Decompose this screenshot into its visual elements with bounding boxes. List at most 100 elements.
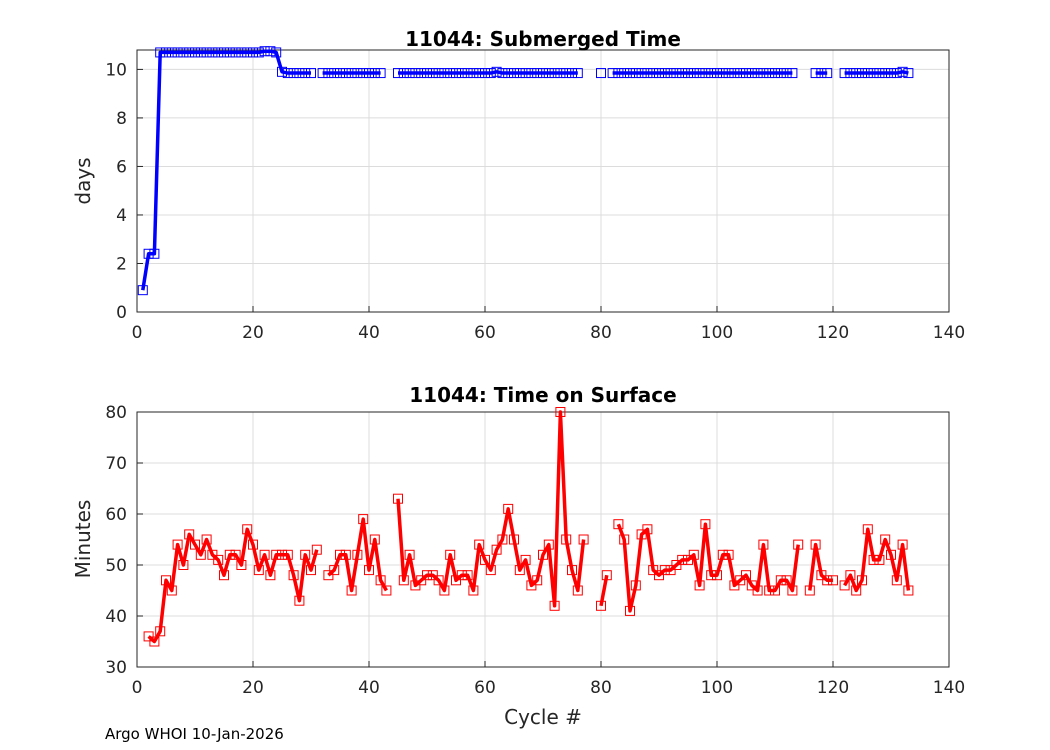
surface-time-data-point (410, 580, 421, 591)
surface-time-data-point (456, 570, 467, 581)
surface-time-data-point (671, 560, 682, 570)
surface-time-xtick-label: 20 (242, 678, 264, 698)
submerged-time-data-point (741, 68, 751, 79)
submerged-time-data-point (161, 47, 171, 58)
surface-time-data-point (857, 575, 867, 586)
surface-time-data-point (340, 549, 351, 560)
surface-time-axes-frame (136, 411, 950, 668)
submerged-time-ytick-label: 8 (116, 109, 127, 129)
submerged-time-axes-frame (136, 49, 950, 313)
submerged-time-xtick-label: 40 (358, 323, 380, 343)
submerged-time-data-point (393, 68, 403, 79)
surface-time-data-point (155, 626, 166, 637)
submerged-time-data-point (642, 68, 653, 79)
surface-time-data-point (868, 554, 879, 565)
submerged-time-ylabel: days (71, 157, 95, 204)
submerged-time-data-point (509, 68, 519, 79)
surface-time-data-point (416, 575, 427, 586)
submerged-time-data-point (207, 47, 218, 58)
surface-time-data-point (752, 585, 763, 596)
submerged-time-data-point (886, 68, 896, 79)
submerged-time-data-point (532, 68, 543, 79)
submerged-time-data-point (857, 68, 867, 79)
surface-time-data-point (613, 519, 624, 530)
surface-time-data-point (746, 580, 757, 591)
submerged-time-data-point (364, 68, 374, 79)
surface-time-data-point (352, 549, 363, 560)
submerged-time-data-point (891, 68, 902, 79)
surface-time-data-point (451, 575, 461, 586)
submerged-time-data-point (851, 68, 862, 79)
surface-time-data-point (677, 554, 688, 565)
submerged-time-data-point (352, 68, 363, 79)
submerged-time-data-point (433, 68, 444, 79)
submerged-time-data-point (230, 47, 241, 58)
submerged-time-data-point (422, 68, 432, 79)
surface-time-data-point (375, 575, 386, 586)
submerged-time-ytick-label: 10 (105, 60, 127, 80)
surface-time-ytick-label: 70 (105, 454, 127, 474)
submerged-time-data-point (137, 285, 148, 296)
surface-time-data-point (822, 575, 833, 586)
submerged-time-data-point (648, 68, 659, 79)
submerged-time-data-point (538, 68, 548, 79)
submerged-time-xtick-label: 60 (474, 323, 496, 343)
submerged-time-data-point (224, 47, 235, 58)
submerged-time-data-point (729, 68, 740, 79)
submerged-time-data-point (723, 68, 734, 79)
submerged-time-data-point (491, 66, 502, 77)
submerged-time-data-point (468, 68, 479, 79)
submerged-time-data-point (294, 68, 305, 79)
submerged-time-data-point (822, 68, 833, 79)
submerged-time-data-point (259, 46, 270, 57)
submerged-time-data-point (265, 46, 276, 57)
submerged-time-data-point (236, 47, 247, 58)
surface-time-data-point (851, 585, 862, 596)
surface-time-data-point (213, 554, 224, 565)
submerged-time-data-point (201, 47, 212, 58)
surface-time-data-point (404, 549, 415, 560)
submerged-time-data-point (549, 68, 560, 79)
submerged-time-data-point (329, 68, 340, 79)
surface-time-data-point (717, 549, 728, 560)
surface-time-ticks: 0 20 40 60 80 100 120 140 30 40 50 60 70 80 (105, 403, 965, 698)
surface-time-data-point (201, 534, 212, 545)
surface-time-data-point (526, 580, 537, 591)
surface-time-data-point (485, 565, 496, 576)
surface-time-xtick-label: 120 (817, 678, 849, 698)
submerged-time-data-point (445, 68, 456, 79)
surface-time-data-point (294, 595, 305, 606)
submerged-time-plot: 0 20 40 60 80 100 120 140 0 2 4 6 8 10 11044: Submerg… (71, 27, 965, 343)
surface-time-grid (136, 411, 950, 668)
surface-time-data-point (549, 600, 560, 611)
submerged-time-data-point (300, 68, 311, 79)
submerged-time-data-point (683, 68, 693, 79)
surface-time-data-point (236, 560, 247, 570)
surface-time-data-point (195, 549, 206, 560)
submerged-time-ytick-label: 2 (116, 254, 127, 274)
surface-time-data-point (462, 570, 473, 581)
submerged-time-data-point (880, 68, 891, 79)
surface-time-data-point (775, 575, 786, 586)
surface-time-data-point (683, 554, 693, 565)
footer-credit: Argo WHOI 10-Jan-2026 (105, 725, 284, 743)
surface-time-series-line (599, 574, 609, 607)
submerged-time-data-point (619, 68, 630, 79)
submerged-time-data-point (253, 47, 264, 58)
surface-time-data-point (648, 565, 659, 576)
surface-time-data-point (532, 575, 543, 586)
surface-time-ytick-label: 40 (105, 607, 127, 627)
surface-time-data-point (665, 565, 676, 576)
submerged-time-data-point (735, 68, 746, 79)
submerged-time-data-point (746, 68, 757, 79)
surface-time-data-point (178, 560, 189, 570)
surface-time-data-point (816, 570, 827, 581)
submerged-time-ytick-label: 6 (116, 157, 127, 177)
submerged-time-data-point (874, 68, 885, 79)
submerged-time-series-line (141, 49, 311, 291)
surface-time-data-point (323, 570, 334, 581)
submerged-time-data-point (596, 68, 606, 79)
submerged-time-data-point (375, 68, 386, 79)
submerged-time-data-point (503, 68, 514, 79)
